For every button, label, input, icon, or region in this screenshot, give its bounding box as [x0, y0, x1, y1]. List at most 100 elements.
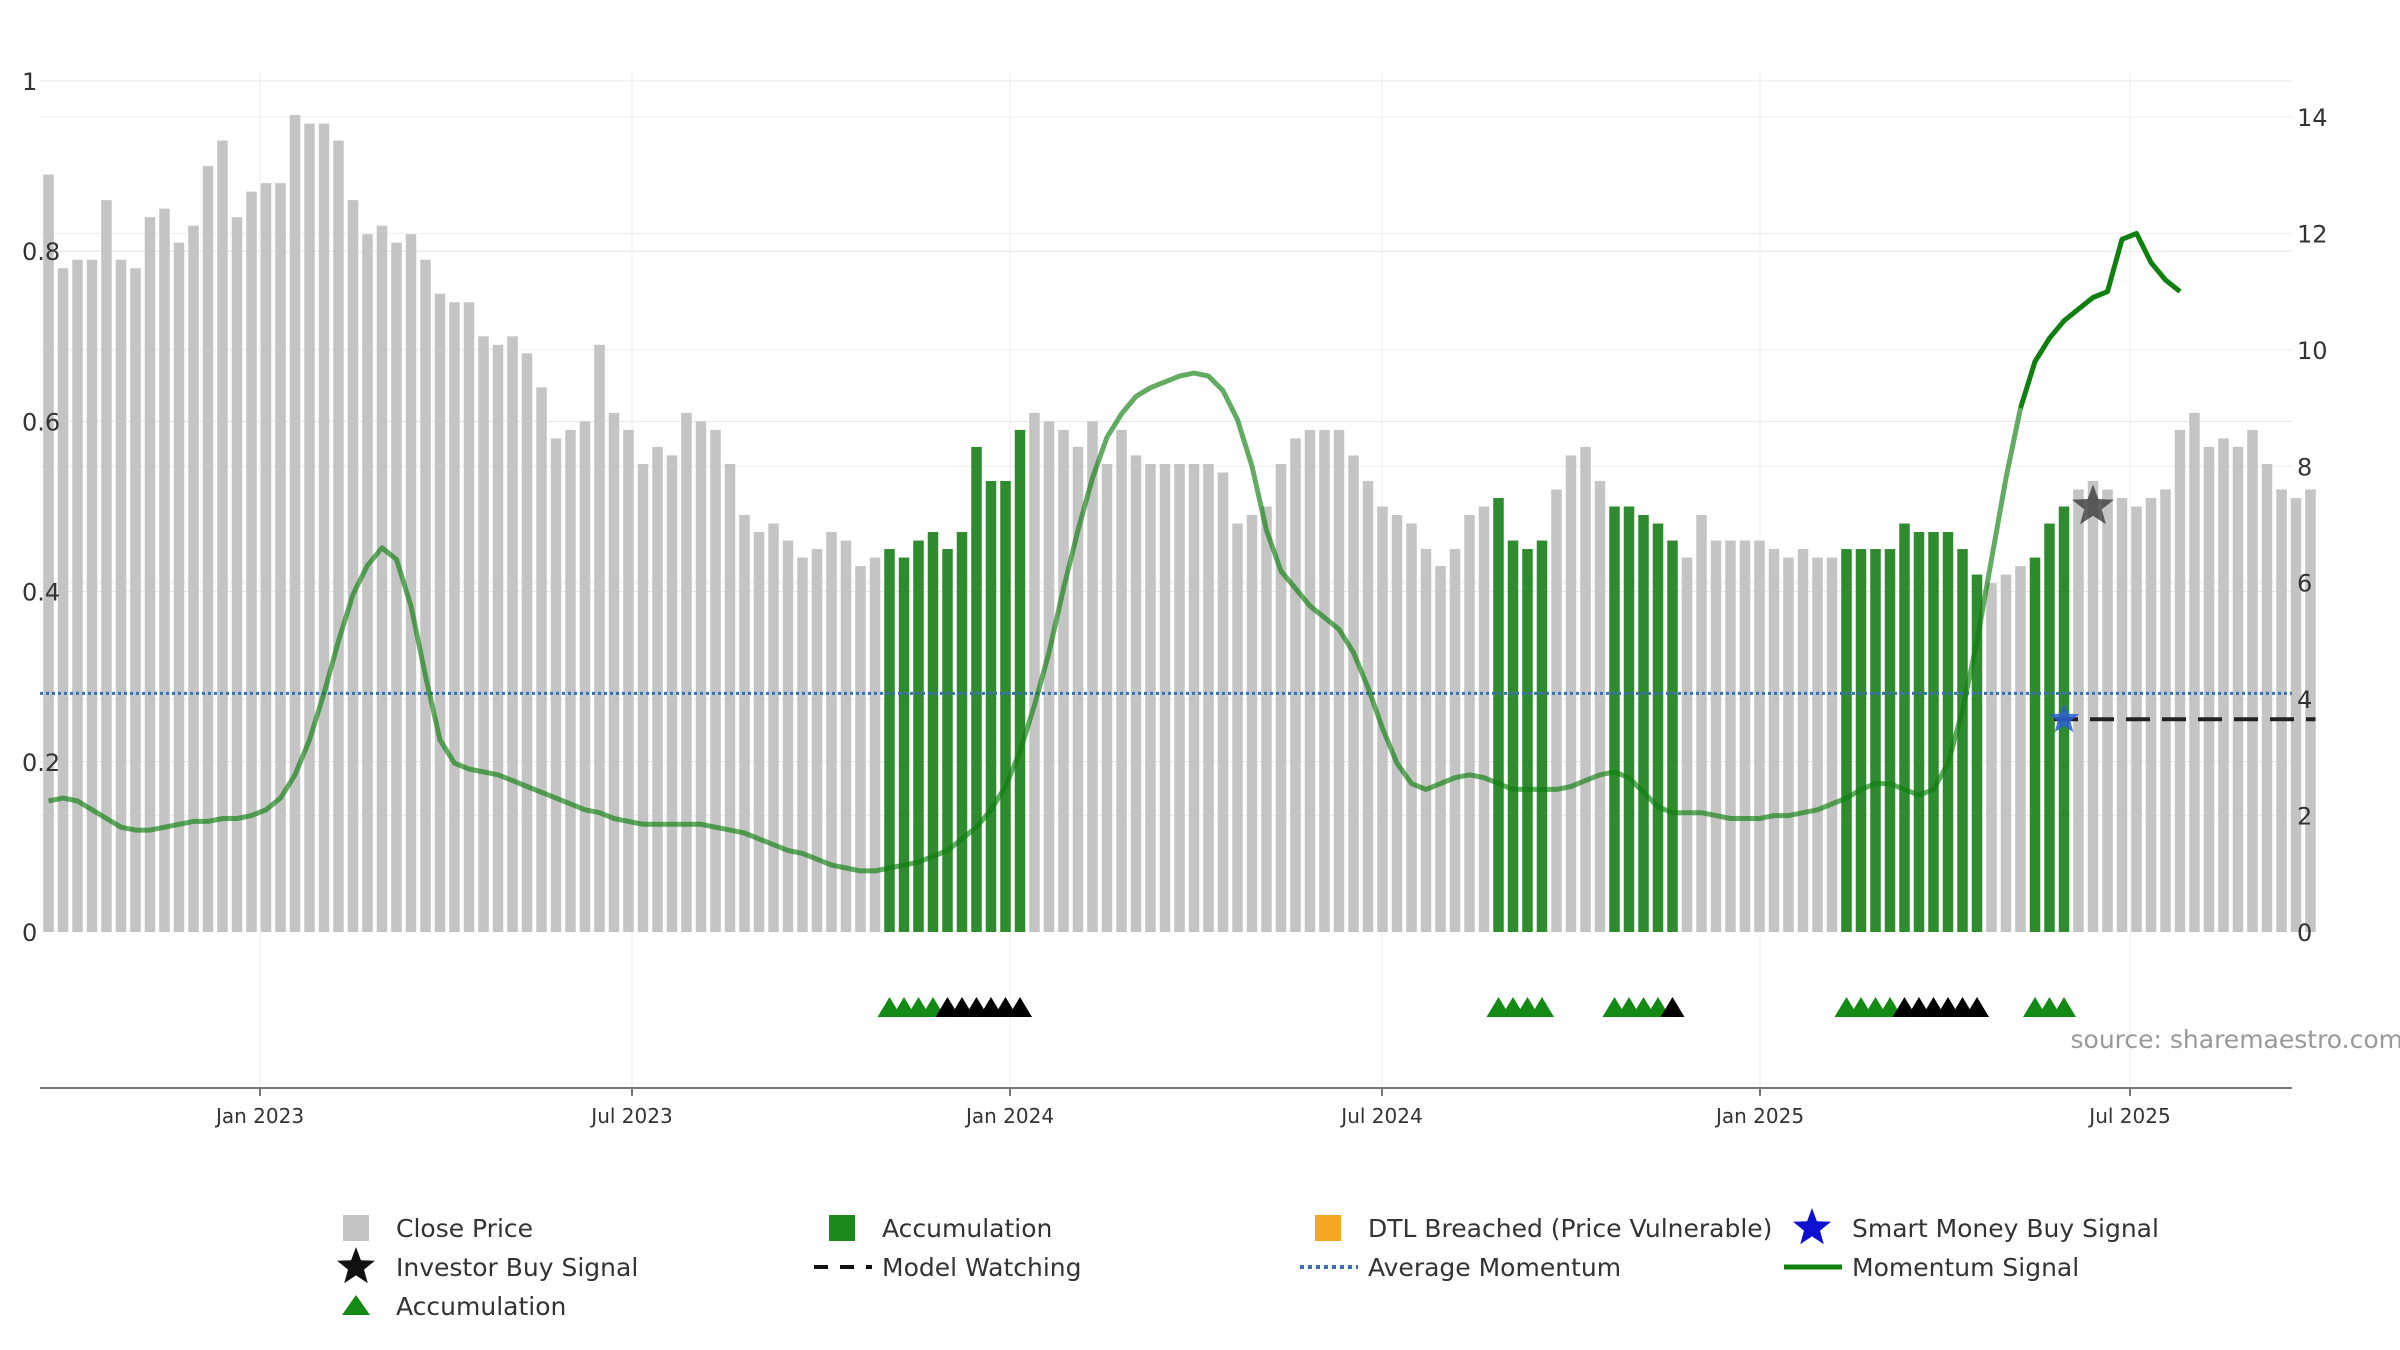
legend-square-icon — [829, 1215, 855, 1241]
close-price-bar — [594, 344, 605, 932]
accumulation-bar — [1652, 523, 1664, 932]
close-price-bar — [1362, 480, 1374, 932]
right-tick-label: 0 — [2297, 919, 2312, 947]
legend-label: Average Momentum — [1368, 1253, 1621, 1282]
legend-label: Investor Buy Signal — [396, 1253, 638, 1282]
close-price-bar — [130, 268, 141, 933]
close-price-bar — [1812, 557, 1823, 932]
close-price-bar — [550, 438, 562, 932]
close-price-bar — [376, 225, 388, 933]
close-price-bar — [1043, 421, 1055, 932]
close-price-bar — [2189, 412, 2200, 932]
left-tick-label: 0.4 — [22, 579, 60, 607]
left-tick-label: 0.8 — [22, 238, 60, 266]
close-price-bar — [1478, 506, 1490, 932]
close-price-bar — [1551, 489, 1562, 932]
close-price-bar — [652, 446, 663, 932]
close-price-bar — [57, 268, 69, 933]
legend-accumulation-bar: Accumulation — [829, 1214, 1052, 1243]
legend: Close Price Accumulation DTL Breached (Pri… — [337, 1208, 2159, 1321]
close-price-bar — [217, 140, 228, 932]
close-price-bar — [710, 429, 721, 932]
close-price-bar — [492, 344, 504, 932]
accumulation-bar — [884, 549, 895, 932]
close-price-bar — [2305, 489, 2316, 932]
legend-label: Model Watching — [882, 1253, 1082, 1282]
right-tick-label: 2 — [2297, 803, 2312, 831]
close-price-bar — [826, 532, 837, 932]
legend-label: Momentum Signal — [1852, 1253, 2079, 1282]
close-price-bar — [1333, 429, 1345, 932]
legend-triangle-icon — [342, 1295, 370, 1315]
legend-label: Accumulation — [882, 1214, 1052, 1243]
markers-layer — [877, 484, 2114, 1017]
close-price-bar — [1696, 515, 1707, 932]
close-price-bar — [2247, 429, 2258, 932]
close-price-bar — [1304, 429, 1316, 932]
accumulation-bar — [1522, 549, 1533, 932]
close-price-bar — [681, 412, 692, 932]
close-price-bar — [1464, 515, 1475, 932]
close-price-bar — [86, 259, 98, 933]
close-price-bar — [1029, 412, 1040, 932]
accumulation-bar — [1667, 540, 1678, 932]
close-price-bar — [2073, 489, 2084, 932]
investor-marker — [1008, 997, 1032, 1017]
close-price-bar — [2261, 463, 2273, 932]
close-price-bar — [1739, 540, 1751, 932]
accumulation-bar — [1899, 523, 1910, 932]
close-price-bar — [1435, 566, 1446, 932]
close-price-bar — [2174, 429, 2186, 932]
accumulation-bar — [913, 540, 924, 932]
close-price-bar — [2203, 446, 2215, 932]
smart-money-signal-star — [2048, 703, 2080, 733]
legend-star-icon — [1793, 1208, 1831, 1245]
close-price-bar — [1348, 455, 1359, 932]
close-price-bar — [2145, 497, 2157, 932]
close-price-bar — [2116, 497, 2128, 932]
close-price-bar — [2218, 438, 2229, 932]
left-tick-label: 0.2 — [22, 749, 60, 777]
accumulation-bar — [985, 480, 997, 932]
close-price-bar — [304, 123, 315, 933]
accumulation-bar — [1855, 549, 1867, 932]
close-price-bar — [739, 515, 750, 932]
close-price-bar — [347, 200, 359, 932]
close-price-bar — [1768, 549, 1780, 932]
legend-model-watching: Model Watching — [814, 1253, 1082, 1282]
source-text: source: sharemaestro.com — [2071, 1025, 2400, 1054]
legend-average-momentum: Average Momentum — [1300, 1253, 1621, 1282]
close-price-bar — [1420, 549, 1432, 932]
close-price-bar — [434, 293, 446, 932]
close-price-bar — [1681, 557, 1693, 932]
momentum-signal-line — [2018, 230, 2182, 409]
close-price-bar — [246, 191, 257, 932]
close-price-bar — [1783, 557, 1794, 932]
close-price-bar — [1594, 480, 1606, 932]
x-tick-label: Jan 2023 — [214, 1104, 304, 1128]
accumulation-bar — [942, 549, 953, 932]
x-tick-label: Jan 2024 — [964, 1104, 1054, 1128]
close-price-bar — [1275, 463, 1287, 932]
accumulation-bar — [1870, 549, 1881, 932]
close-price-bar — [623, 429, 634, 932]
accumulation-bar — [1884, 549, 1896, 932]
close-price-bar — [536, 387, 547, 932]
close-price-bar — [1725, 540, 1736, 932]
legend-dtl-breached: DTL Breached (Price Vulnerable) — [1315, 1214, 1772, 1243]
close-price-bar — [2232, 446, 2244, 932]
close-price-bar — [449, 302, 460, 932]
legend-momentum-signal: Momentum Signal — [1784, 1253, 2079, 1282]
x-tick-label: Jul 2023 — [589, 1104, 672, 1128]
close-price-bar — [1449, 549, 1461, 932]
legend-label: Smart Money Buy Signal — [1852, 1214, 2159, 1243]
close-price-bar — [521, 353, 533, 932]
close-price-bar — [72, 259, 83, 933]
close-price-bar — [1797, 549, 1809, 932]
close-price-bar — [1319, 429, 1330, 932]
legend-label: Accumulation — [396, 1292, 566, 1321]
accumulation-bar — [1536, 540, 1548, 932]
right-tick-label: 12 — [2297, 220, 2328, 248]
bars-layer — [43, 115, 2316, 933]
accumulation-bar — [1913, 532, 1925, 932]
